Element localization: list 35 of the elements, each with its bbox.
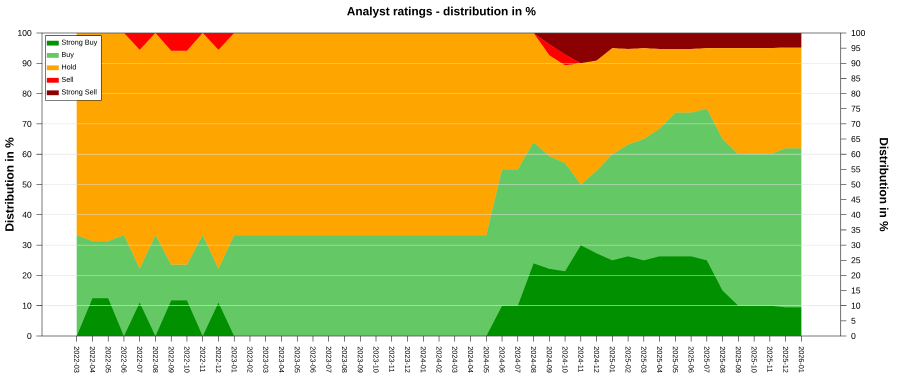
- y2-tick-label: 65: [851, 136, 860, 142]
- y2-tick-label: 30: [851, 242, 860, 248]
- y2-tick-label: 90: [851, 60, 860, 66]
- y2-tick-label: 40: [851, 212, 860, 218]
- y-tick-label: 80: [22, 90, 32, 97]
- y2-tick-label: 95: [851, 45, 860, 52]
- y-tick-label: 20: [22, 272, 32, 278]
- y2-tick-label: 85: [851, 75, 860, 82]
- y2-tick-label: 75: [851, 106, 860, 112]
- y-axis-title: Distribution in %: [4, 138, 14, 231]
- y-tick-label: 60: [22, 151, 32, 158]
- y2-tick-label: 25: [851, 257, 860, 264]
- y-tick-label: 100: [18, 30, 32, 36]
- y2-tick-label: 35: [851, 226, 860, 233]
- y2-tick-label: 45: [851, 196, 860, 203]
- y-tick-label: 70: [22, 120, 32, 127]
- y2-tick-label: 70: [851, 120, 860, 127]
- y2-tick-label: 80: [851, 90, 860, 97]
- y-tick-label: 50: [22, 181, 32, 188]
- y2-tick-label: 15: [852, 288, 860, 294]
- y2-axis-title: Distribution in %: [880, 138, 888, 232]
- y2-tick-label: 0: [851, 332, 856, 340]
- y-tick-label: 40: [22, 212, 32, 218]
- y2-tick-label: 100: [852, 30, 865, 36]
- y2-tick-label: 10: [852, 302, 860, 309]
- y-tick-label: 90: [22, 60, 32, 66]
- chart-title: Analyst ratings - distribution in %: [347, 6, 536, 18]
- y2-tick-label: 55: [851, 166, 860, 172]
- y2-tick-label: 60: [851, 151, 860, 158]
- y-tick-label: 10: [22, 302, 32, 309]
- y2-tick-label: 20: [851, 272, 860, 278]
- y2-tick-label: 5: [851, 318, 856, 324]
- y2-tick-label: 50: [851, 181, 860, 188]
- y-tick-label: 30: [22, 242, 32, 248]
- y-tick-label: 0: [27, 332, 32, 340]
